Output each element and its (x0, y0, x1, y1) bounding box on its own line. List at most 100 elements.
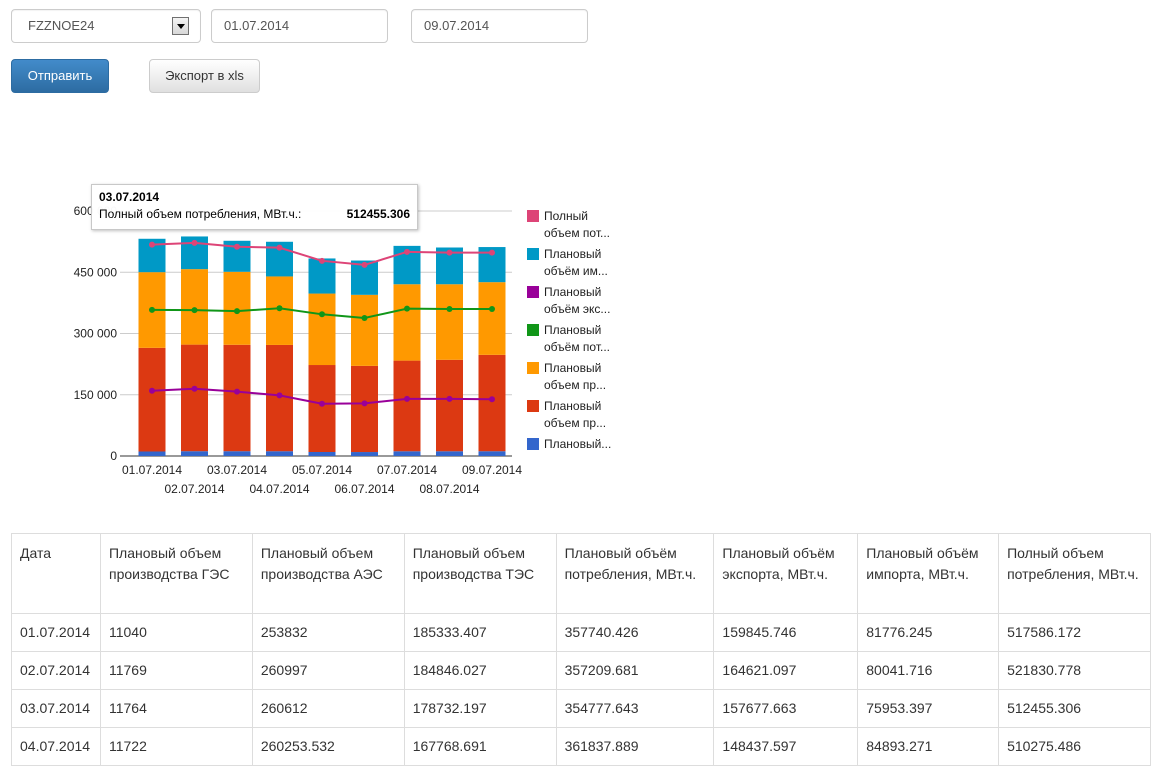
date-to-input[interactable]: 09.07.2014 (411, 9, 588, 43)
cell-consumption: 354777.643 (555, 689, 715, 728)
bar-segment (308, 365, 336, 452)
legend-label: объём экс... (544, 302, 610, 316)
cell-import: 80041.716 (857, 651, 1000, 690)
x-tick-label: 08.07.2014 (419, 482, 479, 496)
y-tick-label: 150 000 (74, 388, 118, 402)
bar-segment (223, 451, 251, 456)
cell-date: 04.07.2014 (11, 727, 101, 766)
legend-label: Плановый... (544, 437, 611, 451)
series-point (234, 388, 240, 395)
bar-segment (478, 354, 506, 452)
cell-date: 01.07.2014 (11, 613, 101, 652)
x-tick-label: 09.07.2014 (462, 463, 522, 477)
cell-import: 75953.397 (857, 689, 1000, 728)
header-nuclear: Плановый объем производства АЭС (251, 533, 405, 614)
cell-export: 148437.597 (713, 727, 859, 766)
header-hydro: Плановый объем производства ГЭС (99, 533, 253, 614)
legend-swatch (527, 210, 539, 222)
cell-thermal: 167768.691 (403, 727, 557, 766)
cell-import: 81776.245 (857, 613, 1000, 652)
series-point (446, 306, 453, 312)
series-point (234, 308, 240, 315)
bar-segment (308, 258, 336, 294)
submit-button[interactable]: Отправить (11, 59, 109, 93)
x-tick-label: 04.07.2014 (249, 482, 309, 496)
series-point (361, 400, 368, 407)
legend-label: объём им... (544, 264, 608, 278)
date-from-input[interactable]: 01.07.2014 (211, 9, 388, 43)
series-point (319, 311, 325, 318)
y-tick-label: 450 000 (74, 265, 118, 279)
x-tick-label: 02.07.2014 (164, 482, 224, 496)
bar-segment (393, 360, 421, 452)
cell-consumption: 361837.889 (555, 727, 715, 766)
bar-segment (478, 451, 506, 456)
legend-label: Плановый (544, 323, 601, 337)
x-tick-label: 06.07.2014 (334, 482, 394, 496)
x-tick-label: 07.07.2014 (377, 463, 437, 477)
series-point (404, 395, 410, 402)
series-point (276, 392, 283, 399)
x-tick-label: 03.07.2014 (207, 463, 267, 477)
series-point (361, 314, 368, 321)
cell-export: 157677.663 (713, 689, 859, 728)
series-point (276, 244, 283, 251)
series-point (234, 243, 240, 250)
header-import: Плановый объём импорта, МВт.ч. (857, 533, 1000, 614)
series-point (489, 249, 495, 256)
station-select[interactable]: FZZNOE24 (11, 9, 201, 43)
bar-segment (181, 344, 208, 452)
series-point (149, 306, 155, 313)
bar-segment (308, 451, 336, 456)
bar-segment (351, 294, 378, 366)
bar-segment (478, 282, 506, 355)
table-row: 01.07.2014 11040 253832 185333.407 35774… (11, 613, 1151, 652)
cell-consumption: 357209.681 (555, 651, 715, 690)
cell-hydro: 11764 (99, 689, 253, 728)
cell-thermal: 184846.027 (403, 651, 557, 690)
series-point (404, 305, 410, 312)
header-total: Полный объем потребления, МВт.ч. (998, 533, 1151, 614)
chart-tooltip: 03.07.2014 Полный объем потребления, МВт… (91, 184, 418, 230)
tooltip-value: 512455.306 (346, 207, 410, 221)
export-xls-button[interactable]: Экспорт в xls (149, 59, 260, 93)
legend-label: Плановый (544, 399, 601, 413)
cell-consumption: 357740.426 (555, 613, 715, 652)
series-point (191, 239, 198, 246)
x-tick-label: 05.07.2014 (292, 463, 352, 477)
bar-segment (436, 359, 463, 452)
dropdown-arrow-icon[interactable] (172, 17, 189, 35)
series-point (319, 257, 325, 264)
cell-hydro: 11769 (99, 651, 253, 690)
bar-segment (393, 284, 421, 361)
table-row: 02.07.2014 11769 260997 184846.027 35720… (11, 651, 1151, 690)
y-tick-label: 300 000 (74, 327, 118, 341)
legend-label: объем пот... (544, 226, 610, 240)
x-tick-label: 01.07.2014 (122, 463, 182, 477)
tooltip-date: 03.07.2014 (99, 190, 160, 204)
cell-nuclear: 260997 (251, 651, 405, 690)
cell-date: 02.07.2014 (11, 651, 101, 690)
bar-segment (436, 451, 463, 456)
cell-import: 84893.271 (857, 727, 1000, 766)
series-point (489, 306, 495, 312)
header-export: Плановый объём экспорта, МВт.ч. (713, 533, 859, 614)
series-point (191, 385, 198, 392)
series-point (446, 395, 453, 402)
series-point (489, 396, 495, 403)
legend-label: Полный (544, 209, 588, 223)
station-select-value: FZZNOE24 (28, 18, 95, 33)
header-consumption: Плановый объём потребления, МВт.ч. (555, 533, 715, 614)
legend-label: объем пр... (544, 378, 606, 392)
series-point (319, 400, 325, 407)
header-thermal: Плановый объем производства ТЭС (403, 533, 557, 614)
legend-swatch (527, 438, 539, 450)
cell-hydro: 11040 (99, 613, 253, 652)
bar-segment (393, 451, 421, 456)
cell-total: 517586.172 (998, 613, 1151, 652)
cell-nuclear: 260612 (251, 689, 405, 728)
legend-swatch (527, 400, 539, 412)
legend-label: Плановый (544, 247, 601, 261)
series-point (404, 248, 410, 255)
